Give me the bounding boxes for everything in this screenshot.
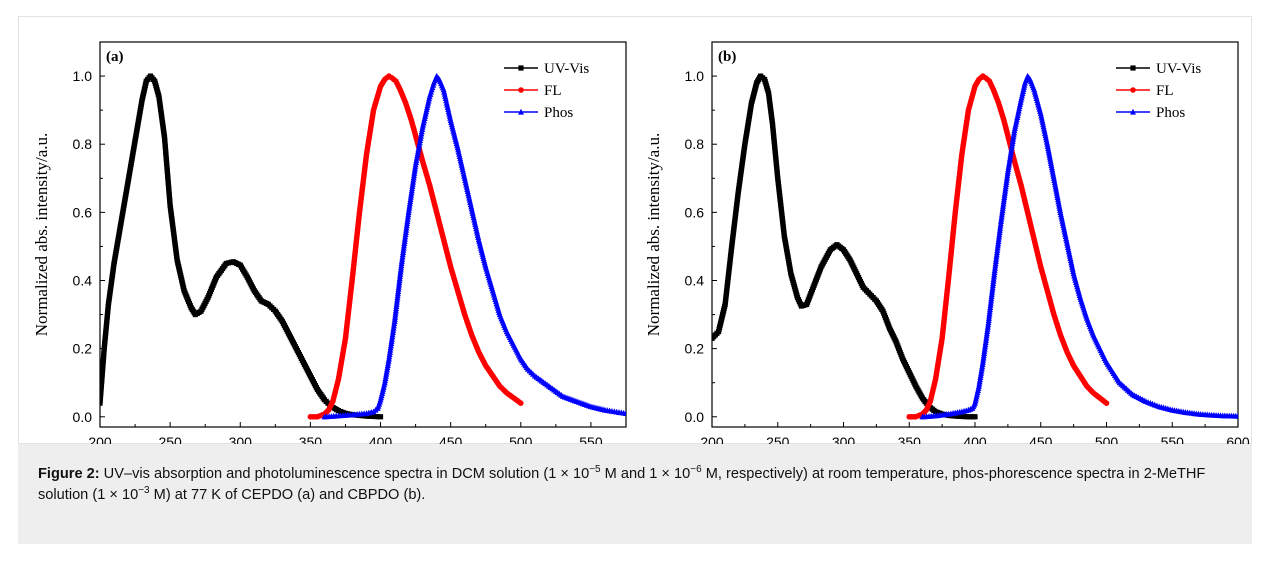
data-point [972,414,977,419]
y-tick-label: 0.2 [685,341,705,357]
legend-label: UV-Vis [1156,61,1201,77]
y-tick-label: 0.0 [685,409,705,425]
y-tick-label: 0.4 [685,272,705,288]
y-tick-label: 0.6 [73,204,93,220]
legend-marker [518,87,524,93]
caption-exp-3: −3 [138,485,149,496]
legend-marker [1130,65,1135,70]
legend-label: FL [544,83,562,99]
y-tick-label: 0.6 [685,204,705,220]
data-point [378,414,383,419]
panel-a: 200 250 300 350 400 450 500 5500.00.20.40.60.81… [32,42,629,484]
legend-label: Phos [1156,105,1185,121]
panel-label: (b) [718,49,736,65]
y-axis-title: Normalized abs. intensity/a.u. [644,133,663,336]
series-group [709,73,1241,420]
panel-b: 200 250 300 350 400 450 500 550 6000.00.20.40.60… [644,42,1250,484]
data-point [1104,400,1110,406]
series-group [97,73,629,420]
axes-frame-b [712,42,1238,427]
y-tick-label: 0.8 [73,136,93,152]
caption-exp-1: −5 [589,464,600,475]
caption-text-4: M) at 77 K of CEPDO (a) and CBPDO (b). [150,487,426,503]
caption-exp-2: −6 [690,464,701,475]
legend-label: Phos [544,105,573,121]
y-tick-label: 0.4 [73,272,93,288]
legend-label: FL [1156,83,1174,99]
caption-text-1: UV–vis absorption and photoluminescence … [100,466,590,482]
legend-label: UV-Vis [544,61,589,77]
legend-marker [1130,87,1136,93]
y-tick-label: 0.8 [685,136,705,152]
y-tick-label: 1.0 [685,68,705,84]
legend: UV-Vis FL Phos [1116,61,1201,121]
y-axis-title: Normalized abs. intensity/a.u. [32,133,51,336]
legend-marker [518,65,523,70]
caption-text-2: M and 1 × 10 [601,466,691,482]
caption-label: Figure 2: [38,466,100,482]
figure-caption: Figure 2: UV–vis absorption and photolum… [18,444,1252,544]
y-tick-label: 0.2 [73,341,93,357]
legend: UV-Vis FL Phos [504,61,589,121]
panel-label: (a) [106,49,124,65]
y-tick-label: 0.0 [73,409,93,425]
series-line-phos [922,76,1238,417]
data-point [518,400,524,406]
y-tick-label: 1.0 [73,68,93,84]
axes-frame-a [100,42,626,427]
